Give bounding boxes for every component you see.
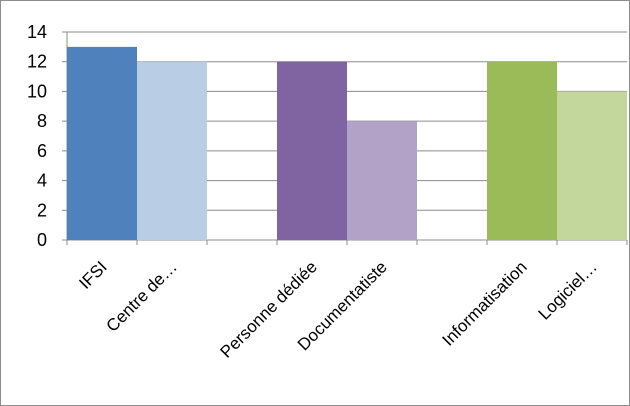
x-tick-label: IFSI xyxy=(75,257,110,292)
y-tick-label: 10 xyxy=(27,81,47,101)
y-tick-label: 12 xyxy=(27,52,47,72)
bar xyxy=(347,121,417,240)
bar xyxy=(67,46,137,240)
x-tick-label: Centre de… xyxy=(103,257,181,335)
bar xyxy=(137,61,207,240)
x-tick-label: Logiciel… xyxy=(535,257,601,323)
bar xyxy=(557,91,627,240)
y-tick-label: 14 xyxy=(27,22,47,42)
y-tick-label: 0 xyxy=(37,230,47,250)
y-tick-label: 4 xyxy=(37,171,47,191)
bar xyxy=(277,61,347,240)
y-tick-label: 8 xyxy=(37,111,47,131)
bar xyxy=(487,61,557,240)
x-tick-label: Informatisation xyxy=(439,257,531,349)
y-tick-label: 6 xyxy=(37,141,47,161)
y-tick-label: 2 xyxy=(37,200,47,220)
